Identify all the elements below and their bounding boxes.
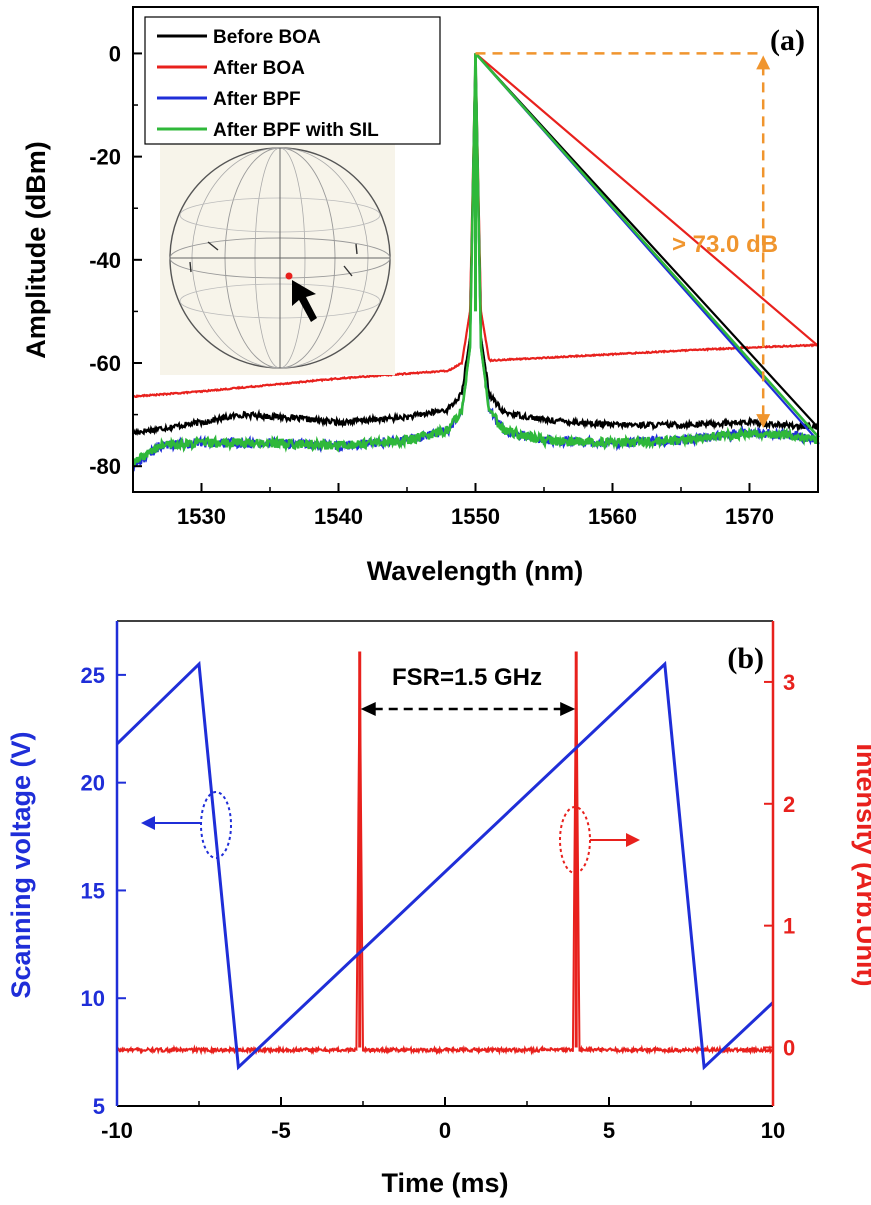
fsr-annotation: FSR=1.5 GHz bbox=[360, 664, 576, 716]
x-axis-title: Wavelength (nm) bbox=[367, 556, 584, 586]
y-tick-label: 0 bbox=[109, 41, 121, 66]
series-scanning-voltage bbox=[115, 660, 775, 1071]
left-y-tick-label: 5 bbox=[93, 1094, 105, 1119]
left-y-tick-label: 20 bbox=[81, 771, 105, 796]
x-tick-label: 1570 bbox=[725, 504, 774, 529]
x-tick-label: 1530 bbox=[177, 504, 226, 529]
series-intensity bbox=[116, 651, 774, 1056]
panel-a: 1530 1540 1550 1560 1570 0 -20 -40 -60 -80 bbox=[21, 6, 820, 586]
panel-b-label: (b) bbox=[727, 642, 764, 675]
y-tick-label: -40 bbox=[89, 248, 121, 273]
right-y-tick-label: 1 bbox=[783, 914, 795, 939]
right-y-tick-label: 0 bbox=[783, 1036, 795, 1061]
voltage-axis-indicator bbox=[141, 791, 232, 859]
right-y-tick-label: 3 bbox=[783, 670, 795, 695]
panel-a-series bbox=[131, 52, 820, 472]
left-y-tick-label: 25 bbox=[81, 663, 105, 688]
right-y-axis-title: Intensity (Arb.Unit) bbox=[851, 744, 871, 987]
arrow-left-icon bbox=[141, 816, 155, 830]
panel-b: -10 -5 0 5 10 5 10 15 20 25 0 1 2 3 FSR=1.5 GHz (b) T… bbox=[6, 620, 871, 1198]
left-y-axis-title: Scanning voltage (V) bbox=[6, 731, 36, 998]
legend-label: After BPF with SIL bbox=[213, 120, 379, 141]
panel-a-plot-frame bbox=[132, 6, 819, 493]
legend-label: After BPF bbox=[213, 89, 301, 110]
cursor-arrow-icon bbox=[292, 280, 317, 322]
x-tick-label: 1550 bbox=[451, 504, 500, 529]
left-y-tick-label: 15 bbox=[81, 878, 105, 903]
annotation-label: > 73.0 dB bbox=[672, 231, 778, 258]
panel-a-ticks: 1530 1540 1550 1560 1570 0 -20 -40 -60 -80 bbox=[89, 41, 819, 529]
right-y-tick-label: 2 bbox=[783, 792, 795, 817]
panel-b-series bbox=[115, 651, 775, 1071]
y-tick-label: -60 bbox=[89, 351, 121, 376]
panel-b-ticks: -10 -5 0 5 10 5 10 15 20 25 0 1 2 3 bbox=[81, 663, 796, 1143]
x-tick-label: 1560 bbox=[588, 504, 637, 529]
x-tick-label: 5 bbox=[603, 1118, 615, 1143]
x-tick-label: 0 bbox=[439, 1118, 451, 1143]
fsr-label: FSR=1.5 GHz bbox=[392, 664, 542, 691]
x-tick-label: 1540 bbox=[314, 504, 363, 529]
left-y-tick-label: 10 bbox=[81, 986, 105, 1011]
legend: Before BOA After BOA After BPF After BPF… bbox=[144, 16, 441, 145]
intensity-axis-indicator bbox=[559, 806, 640, 874]
y-tick-label: -20 bbox=[89, 145, 121, 170]
y-tick-label: -80 bbox=[89, 454, 121, 479]
panel-a-annotation: > 73.0 dB bbox=[475, 52, 778, 429]
y-axis-title: Amplitude (dBm) bbox=[21, 141, 51, 358]
panel-a-label: (a) bbox=[770, 24, 805, 57]
arrow-right-icon bbox=[626, 833, 640, 847]
x-tick-label: -5 bbox=[271, 1118, 291, 1143]
legend-label: Before BOA bbox=[213, 27, 321, 48]
poincare-sphere-inset bbox=[160, 140, 395, 375]
legend-label: After BOA bbox=[213, 58, 305, 79]
x-axis-title: Time (ms) bbox=[381, 1168, 508, 1198]
x-tick-label: -10 bbox=[101, 1118, 133, 1143]
x-tick-label: 10 bbox=[761, 1118, 785, 1143]
